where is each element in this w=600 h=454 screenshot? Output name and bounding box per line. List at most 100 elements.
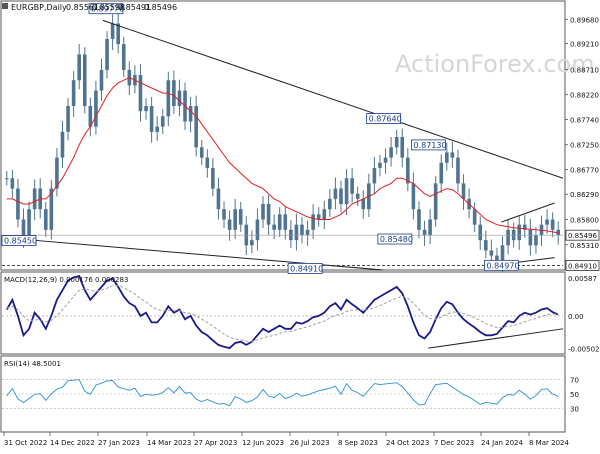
candle-body (433, 183, 438, 220)
candle-body (77, 54, 81, 81)
rsi-ytick-label: 70 (570, 377, 579, 385)
candle-body (27, 209, 31, 238)
annotation-label: 0.84970 (486, 261, 519, 270)
price-ytick-label: 0.88710 (570, 66, 599, 74)
macd-ytick-label: 0.00587 (568, 275, 597, 283)
candle-body (322, 209, 327, 220)
price-ytick-label: 0.88220 (570, 92, 599, 100)
candle-body (10, 178, 15, 189)
price-title-group: EURGBP,Daily 0.85561 0.85598 0.85491 0.8… (2, 3, 177, 12)
ohlc-low: 0.85491 (118, 3, 151, 12)
candle-body (21, 219, 26, 238)
candle-body (71, 80, 76, 107)
candle-body (344, 178, 349, 205)
price-layer: 0.89770 0.87640 0.87130 0.85480 0.84970 0.849… (1, 3, 564, 274)
ohlc-high: 0.85598 (92, 3, 125, 12)
candle-body (16, 188, 20, 220)
candle-body (372, 167, 377, 184)
collapse-icon[interactable] (2, 3, 8, 9)
candle-body (528, 229, 533, 246)
candle-body (43, 209, 48, 230)
candle-body (445, 152, 449, 163)
price-trendline (102, 19, 564, 179)
annotation-box (1, 235, 37, 246)
candle-body (144, 106, 148, 112)
annotation-label: 0.87640 (369, 115, 402, 124)
candle-body (283, 214, 288, 230)
candle-body (166, 80, 171, 117)
price-ytick-label: 0.85310 (570, 242, 599, 250)
candle-body (339, 188, 343, 205)
xtick-label: 12 Jun 2023 (242, 439, 284, 447)
candle-body (550, 219, 555, 230)
candle-body (472, 209, 477, 225)
annotation-box (287, 263, 323, 274)
candle-body (305, 229, 310, 235)
candle-body (378, 162, 382, 168)
candle-body (456, 157, 460, 184)
xtick-label: 27 Apr 2023 (194, 439, 237, 447)
annotation-box (88, 3, 124, 15)
support-badge (565, 260, 600, 271)
support-label: 0.84910 (568, 262, 597, 270)
rsi-ytick-label: 50 (570, 391, 579, 399)
candle-body (216, 188, 221, 210)
candle-body (222, 209, 226, 220)
candle-body (82, 54, 87, 107)
candle-body (389, 147, 393, 158)
annotation-label: 0.84910 (290, 264, 323, 273)
xtick-label: 8 Mar 2024 (529, 439, 569, 447)
candle-body (484, 240, 488, 251)
price-panel-frame (0, 0, 566, 271)
ohlc-open: 0.85561 (66, 3, 99, 12)
macd-panel-frame (0, 271, 566, 355)
candle-body (406, 157, 410, 184)
xtick-label: 14 Mar 2023 (147, 439, 191, 447)
candle-body (110, 23, 115, 39)
candle-body (227, 219, 232, 230)
watermark: ActionForex.com (395, 50, 595, 78)
current-price-badge (565, 229, 600, 241)
candle-body (328, 198, 332, 210)
candle-body (94, 90, 98, 127)
xtick-label: 7 Dec 2023 (434, 439, 474, 447)
candle-body (188, 106, 193, 122)
candle-body (383, 157, 388, 163)
candle-body (116, 23, 120, 45)
candle-body (172, 80, 176, 107)
xtick-label: 26 Jul 2023 (290, 439, 330, 447)
candle-body (394, 136, 399, 148)
candle-body (194, 106, 198, 148)
candle-body (32, 188, 37, 210)
current-price-label: 0.85496 (568, 232, 597, 240)
candle-body (199, 147, 204, 158)
candle-body (495, 255, 499, 261)
candle-body (316, 214, 321, 220)
price-ytick-label: 0.86770 (570, 166, 599, 174)
candle-body (522, 224, 527, 230)
candle-body (205, 157, 210, 168)
annotation-label: 0.89770 (91, 5, 124, 14)
annotation-box (366, 113, 402, 124)
candle-body (545, 219, 549, 225)
candle-body (233, 209, 237, 230)
candle-body (121, 44, 126, 70)
candle-body (422, 229, 427, 235)
annotation-box (411, 139, 446, 151)
candle-body (400, 136, 405, 158)
candle-body (88, 106, 93, 127)
candle-body (66, 106, 70, 132)
candle-body (500, 245, 505, 261)
macd-layer (2, 274, 564, 350)
annotation-box (484, 259, 519, 271)
candle-body (417, 209, 421, 230)
candle-body (311, 214, 315, 230)
candle-body (534, 234, 538, 246)
price-trendline (501, 202, 555, 223)
price-ytick-label: 0.87740 (570, 116, 599, 124)
candle-body (439, 162, 444, 184)
candle-body (60, 131, 65, 158)
xtick-label: 27 Jan 2023 (98, 439, 140, 447)
moving-average-line (6, 77, 559, 234)
